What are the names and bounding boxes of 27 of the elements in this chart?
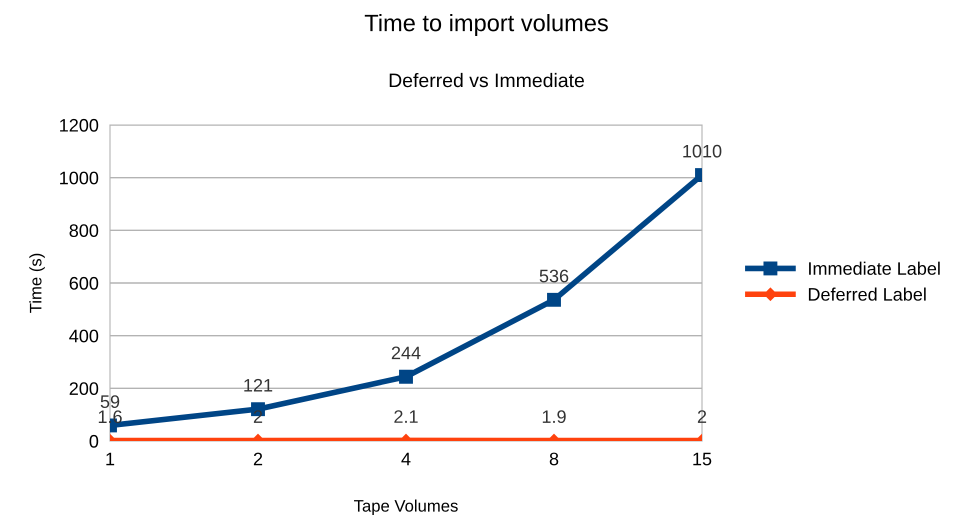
y-tick-label: 0 [90, 434, 98, 448]
data-label: 1.9 [542, 410, 566, 424]
y-tick-label: 200 [70, 382, 98, 396]
y-tick-label: 600 [70, 276, 98, 290]
data-label: 2 [698, 410, 706, 423]
y-tick-label: 1200 [60, 118, 98, 132]
x-axis-title: Tape Volumes [354, 500, 458, 516]
legend-label: Immediate Label [809, 262, 940, 275]
data-label: 1010 [683, 144, 722, 158]
x-tick-label: 2 [254, 452, 262, 466]
x-tick-label: 1 [106, 452, 114, 466]
x-tick-label: 4 [401, 452, 410, 466]
data-label: 244 [392, 346, 421, 360]
chart-subtitle: Deferred vs Immediate [390, 72, 584, 88]
y-tick-label: 800 [70, 224, 98, 238]
data-label: 536 [540, 270, 568, 282]
legend-label: Deferred Label [808, 288, 926, 301]
y-tick-label: 400 [69, 330, 98, 342]
x-tick-label: 15 [693, 452, 712, 466]
chart-title: Time to import volumes [364, 14, 608, 36]
y-axis-title: Time (s) [29, 254, 45, 313]
data-label: 1.6 [98, 410, 122, 424]
data-label: 121 [244, 378, 272, 392]
data-label: 2.1 [394, 410, 418, 423]
x-tick-label: 8 [550, 452, 558, 466]
data-label: 59 [100, 395, 120, 408]
y-tick-label: 1000 [60, 172, 98, 184]
